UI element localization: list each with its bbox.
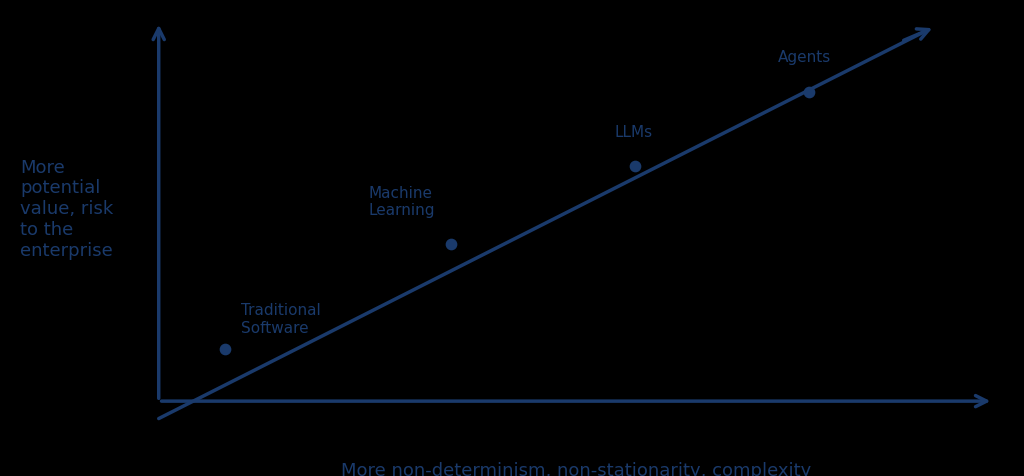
Point xyxy=(217,345,233,353)
Text: LLMs: LLMs xyxy=(614,125,652,139)
Text: More
potential
value, risk
to the
enterprise: More potential value, risk to the enterp… xyxy=(20,159,114,260)
Point xyxy=(801,88,817,95)
Text: Traditional
Software: Traditional Software xyxy=(241,303,321,336)
Point xyxy=(627,162,643,169)
Text: Agents: Agents xyxy=(778,50,831,65)
Text: Machine
Learning: Machine Learning xyxy=(369,186,435,218)
Point xyxy=(442,240,459,248)
Text: More non-determinism, non-stationarity, complexity: More non-determinism, non-stationarity, … xyxy=(341,462,811,476)
